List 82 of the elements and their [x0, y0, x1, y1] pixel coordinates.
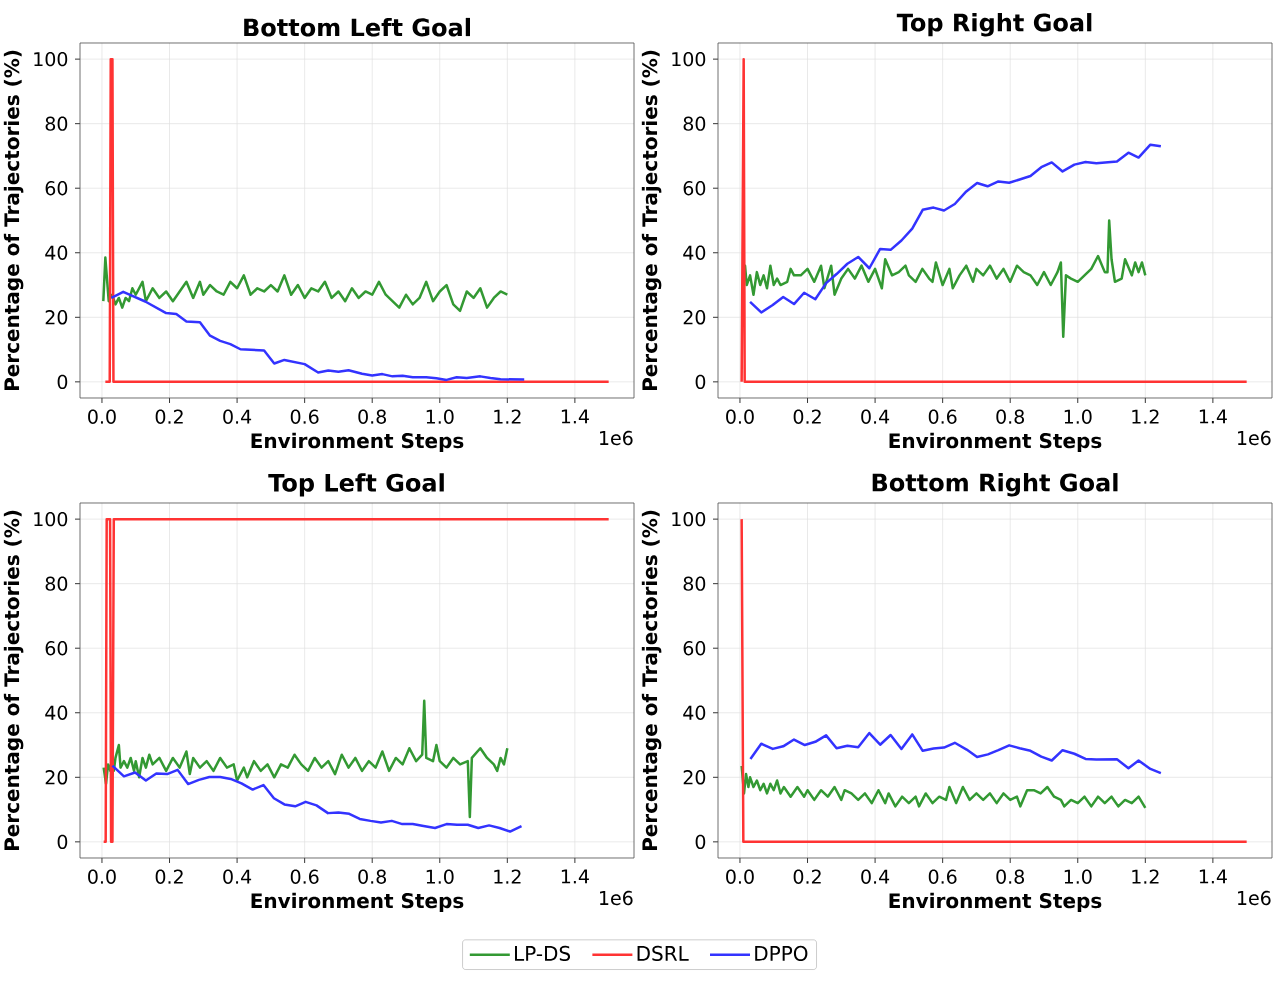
- x-tick-label: 1.4: [1199, 869, 1227, 884]
- x-tick-label: 1.2: [1132, 409, 1159, 424]
- y-tick-label: 0: [695, 374, 706, 390]
- chart-title: Bottom Left Goal: [244, 17, 470, 37]
- x-tick-label: 1.0: [1064, 409, 1092, 424]
- y-tick-label: 40: [683, 705, 706, 720]
- x-axis-title: Environment Steps: [251, 892, 464, 913]
- x-tick-label: 0.2: [793, 869, 821, 884]
- y-axis-title: Percentage of Trajectories (%): [3, 510, 24, 851]
- x-tick-label: 1.2: [494, 409, 521, 424]
- y-axis-title: Percentage of Trajectories (%): [641, 50, 662, 391]
- y-tick-label: 0: [57, 374, 68, 390]
- x-tick-label: 0.4: [861, 409, 890, 424]
- x-tick-label: 1.4: [561, 869, 589, 884]
- y-tick-label: 100: [672, 511, 706, 527]
- line-series: [102, 256, 509, 313]
- x-tick-label: 0.8: [358, 409, 387, 424]
- x-tick-label: 0.8: [996, 869, 1025, 884]
- line-series: [740, 764, 1147, 810]
- y-tick-label: 80: [45, 116, 68, 131]
- text: 1e6: [600, 890, 633, 906]
- y-tick-label: 80: [683, 116, 706, 131]
- x-tick-label: 0.8: [996, 409, 1025, 424]
- x-axis-title: Environment Steps: [889, 892, 1102, 913]
- y-axis-title: Percentage of Trajectories (%): [641, 510, 662, 851]
- y-tick-label: 100: [672, 51, 706, 67]
- x-tick-label: 1.0: [1064, 869, 1092, 884]
- x-axis-title: Environment Steps: [251, 432, 464, 453]
- line-series: [749, 731, 1163, 775]
- x-tick-label: 0.4: [223, 409, 252, 424]
- y-tick-label: 40: [683, 245, 706, 260]
- text: 1e6: [1238, 430, 1271, 446]
- x-tick-label: 0.4: [223, 869, 252, 884]
- x-tick-label: 1.4: [561, 409, 589, 424]
- x-tick-label: 0.2: [155, 869, 183, 884]
- y-tick-label: 80: [45, 576, 68, 591]
- text: 1e6: [1238, 890, 1271, 906]
- y-tick-label: 20: [683, 770, 706, 785]
- y-tick-label: 40: [45, 705, 68, 720]
- x-tick-label: 0.6: [290, 409, 319, 424]
- x-tick-label: 0.2: [793, 409, 821, 424]
- x-tick-label: 0.8: [358, 869, 387, 884]
- y-axis-title: Percentage of Trajectories (%): [3, 50, 24, 391]
- x-tick-label: 0.0: [88, 869, 116, 884]
- y-tick-label: 0: [695, 834, 706, 850]
- line-series: [110, 290, 526, 382]
- x-tick-label: 1.0: [426, 869, 454, 884]
- x-tick-label: 0.4: [861, 869, 890, 884]
- y-tick-label: 60: [683, 181, 706, 196]
- line-series: [102, 699, 509, 819]
- x-tick-label: 0.0: [726, 409, 754, 424]
- x-tick-label: 1.2: [1132, 869, 1159, 884]
- chart-title: Bottom Right Goal: [872, 473, 1118, 497]
- x-axis-title: Environment Steps: [889, 432, 1102, 453]
- x-tick-label: 0.0: [726, 869, 754, 884]
- y-tick-label: 40: [45, 245, 68, 260]
- text: 1e6: [600, 430, 633, 446]
- y-tick-label: 60: [683, 641, 706, 656]
- x-tick-label: 1.4: [1199, 409, 1227, 424]
- line-series: [111, 764, 523, 833]
- y-tick-label: 60: [45, 181, 68, 196]
- y-tick-label: 100: [34, 51, 68, 67]
- y-tick-label: 20: [45, 310, 68, 325]
- x-tick-label: 0.6: [290, 869, 319, 884]
- legend-label: DPPO: [755, 945, 808, 961]
- chart-title: Top Right Goal: [896, 13, 1092, 37]
- line-series: [748, 143, 1163, 314]
- y-tick-label: 80: [683, 576, 706, 591]
- x-tick-label: 0.6: [928, 869, 957, 884]
- x-tick-label: 0.0: [88, 409, 116, 424]
- x-tick-label: 0.6: [928, 409, 957, 424]
- legend-label: DSRL: [637, 945, 689, 961]
- y-tick-label: 100: [34, 511, 68, 527]
- x-tick-label: 0.2: [155, 409, 183, 424]
- chart-title: Top Left Goal: [268, 473, 444, 497]
- y-tick-label: 20: [683, 310, 706, 325]
- legend-label: LP-DS: [515, 945, 571, 961]
- y-tick-label: 0: [57, 834, 68, 850]
- x-tick-label: 1.2: [494, 869, 521, 884]
- y-tick-label: 20: [45, 770, 68, 785]
- x-tick-label: 1.0: [426, 409, 454, 424]
- y-tick-label: 60: [45, 641, 68, 656]
